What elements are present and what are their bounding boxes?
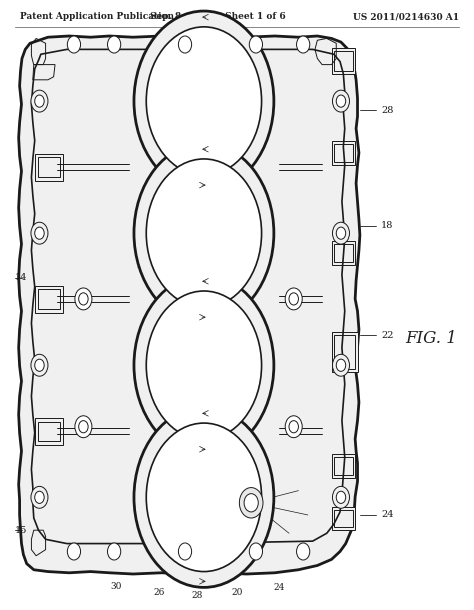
Circle shape [336,359,346,371]
Circle shape [244,493,258,512]
Text: 26: 26 [153,588,164,597]
Circle shape [249,36,263,53]
Bar [37,290,60,309]
Circle shape [285,288,302,310]
Circle shape [289,421,299,433]
Circle shape [31,354,48,376]
Circle shape [336,95,346,107]
Circle shape [134,11,274,191]
Text: 28: 28 [191,591,202,600]
Circle shape [332,486,349,508]
Text: 15: 15 [15,526,27,535]
Text: 50: 50 [229,471,240,480]
Circle shape [67,36,81,53]
Circle shape [134,275,274,455]
Text: 18: 18 [381,221,393,231]
Bar [334,144,353,162]
Circle shape [289,293,299,305]
Circle shape [35,359,44,371]
Bar [334,244,353,262]
Circle shape [336,227,346,239]
Bar [331,507,355,530]
Circle shape [67,543,81,560]
Circle shape [297,36,310,53]
Bar [35,154,63,181]
Circle shape [297,543,310,560]
Circle shape [134,143,274,323]
Bar [331,141,355,165]
Circle shape [35,227,44,239]
Bar [331,332,357,372]
Text: US 2011/0214630 A1: US 2011/0214630 A1 [353,12,459,21]
Bar [334,336,355,369]
Bar [331,241,355,265]
Circle shape [146,291,262,439]
Circle shape [332,90,349,112]
Polygon shape [18,36,360,574]
Bar [334,457,353,475]
Bar [334,510,353,527]
Circle shape [285,416,302,438]
Circle shape [239,487,263,518]
Circle shape [108,36,121,53]
Circle shape [332,354,349,376]
Circle shape [178,36,191,53]
Circle shape [75,416,92,438]
Text: 30: 30 [111,582,122,591]
Circle shape [336,491,346,503]
Bar [37,422,60,441]
Circle shape [146,27,262,175]
Text: 24: 24 [381,511,393,520]
Circle shape [35,95,44,107]
Circle shape [146,423,262,572]
Circle shape [178,543,191,560]
Circle shape [79,293,88,305]
Bar [35,418,63,445]
Text: 20: 20 [231,588,243,597]
Text: 22: 22 [381,331,393,340]
Circle shape [108,543,121,560]
Text: Sep. 8, 2011    Sheet 1 of 6: Sep. 8, 2011 Sheet 1 of 6 [150,12,286,21]
Circle shape [79,421,88,433]
Bar [35,286,63,312]
Text: 16: 16 [137,261,149,270]
Bar [334,51,353,71]
Circle shape [31,90,48,112]
Bar [37,157,60,177]
Circle shape [31,222,48,244]
Circle shape [146,159,262,307]
Text: Patent Application Publication: Patent Application Publication [19,12,173,21]
Bar [331,48,355,74]
Circle shape [75,288,92,310]
Circle shape [134,407,274,587]
Circle shape [31,486,48,508]
Text: 24: 24 [274,583,285,592]
Text: FIG. 1: FIG. 1 [405,330,456,347]
Circle shape [332,222,349,244]
Bar [331,454,355,478]
Text: 28: 28 [381,106,393,115]
Text: 14: 14 [15,273,27,282]
Circle shape [35,491,44,503]
Circle shape [249,543,263,560]
